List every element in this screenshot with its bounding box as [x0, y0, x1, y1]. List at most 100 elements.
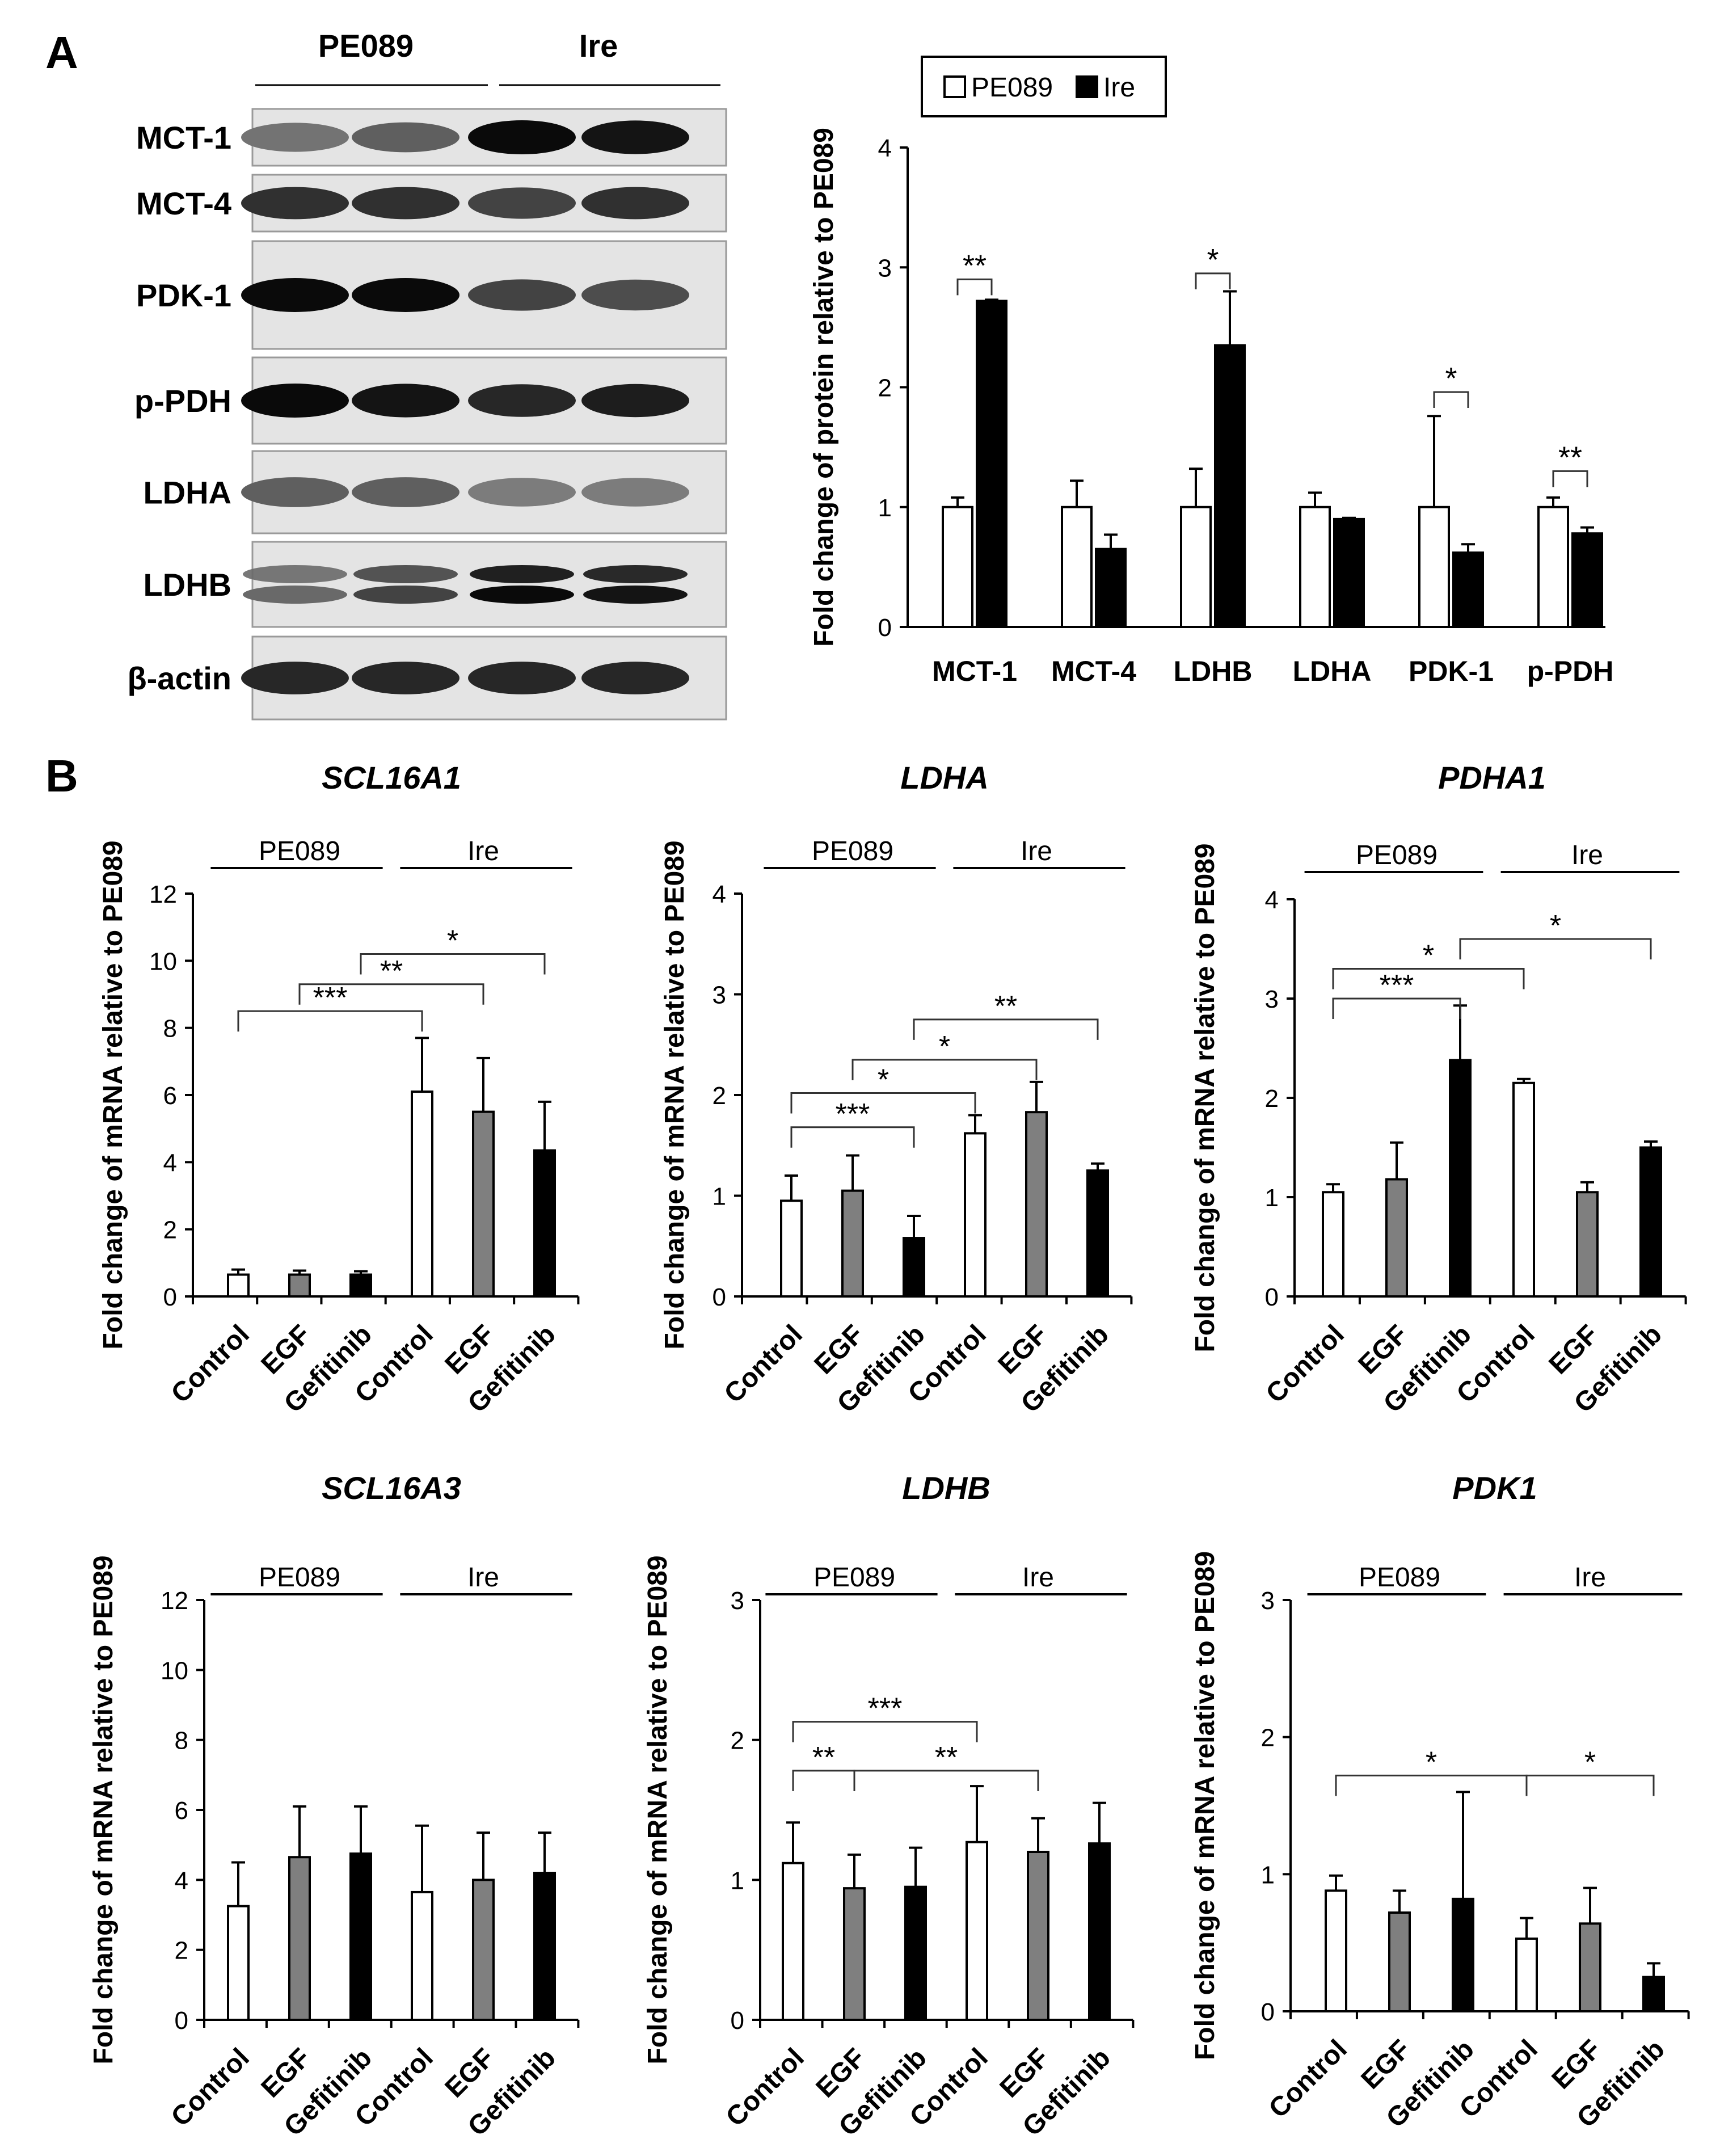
- bar: [1095, 548, 1127, 628]
- significance-label: *: [1550, 909, 1561, 942]
- significance-bracket: [851, 1059, 1038, 1080]
- blot-band: [243, 586, 347, 604]
- blot-band: [583, 586, 688, 604]
- x-tick-label: p-PDH: [1527, 655, 1614, 687]
- blot-band: [470, 565, 574, 583]
- blot-band: [353, 565, 458, 583]
- y-tick-label: 12: [161, 1587, 188, 1615]
- y-tick-label: 4: [713, 881, 726, 908]
- group-label-pe089: PE089: [259, 836, 340, 866]
- significance-label: *: [939, 1030, 950, 1063]
- significance-bracket: [792, 1721, 978, 1742]
- bar: [942, 506, 973, 628]
- bar: [288, 1273, 311, 1298]
- significance-label: ***: [868, 1692, 903, 1725]
- significance-label: *: [878, 1063, 889, 1096]
- group-label-ire: Ire: [1571, 840, 1603, 870]
- y-tick-label: 3: [878, 254, 892, 282]
- bar: [1388, 1911, 1411, 2012]
- chart-title: PDK1: [1452, 1470, 1537, 1506]
- bar: [411, 1890, 433, 2022]
- bar: [903, 1237, 925, 1298]
- x-tick-label: PDK-1: [1409, 655, 1494, 687]
- chart-title: SCL16A1: [322, 760, 461, 795]
- bar: [227, 1273, 250, 1298]
- y-tick-label: 1: [1265, 1184, 1279, 1212]
- bar: [1086, 1169, 1109, 1298]
- significance-label: **: [963, 249, 987, 283]
- x-tick-label: LDHB: [1174, 655, 1253, 687]
- blot-header: PE089 Ire: [255, 28, 720, 86]
- bar: [472, 1110, 495, 1298]
- y-tick-label: 3: [713, 982, 726, 1009]
- blot-band: [241, 662, 349, 694]
- y-tick-label: 0: [175, 2007, 188, 2035]
- bar: [1642, 1976, 1665, 2012]
- x-tick-label: Control: [166, 2043, 255, 2132]
- blot-row-label: p-PDH: [134, 383, 231, 419]
- bar: [964, 1132, 987, 1298]
- bar: [1088, 1842, 1111, 2021]
- bar: [782, 1862, 804, 2022]
- bar: [1025, 1111, 1048, 1298]
- bar: [1537, 506, 1569, 628]
- significance-bracket: [1195, 272, 1231, 289]
- bar: [904, 1885, 927, 2022]
- y-tick-label: 8: [163, 1015, 177, 1043]
- bar: [1452, 551, 1484, 629]
- bar: [843, 1887, 866, 2021]
- bar: [349, 1273, 372, 1298]
- chart-protein: 0 1 2 3 4 Fold change of protein relative to …: [809, 56, 1614, 687]
- y-tick-label: 4: [163, 1149, 177, 1177]
- blot-band: [241, 477, 349, 507]
- chart-title: LDHA: [900, 760, 989, 795]
- significance-bracket: [360, 953, 546, 975]
- bar: [1515, 1937, 1538, 2013]
- y-tick-label: 0: [163, 1283, 177, 1311]
- blot-band: [468, 187, 576, 219]
- blot-row-label: PDK-1: [136, 277, 231, 313]
- blot-strip: [251, 541, 727, 628]
- significance-bracket: [790, 1126, 915, 1148]
- blot-band: [468, 478, 576, 507]
- blot-band: [243, 565, 347, 583]
- bar: [1576, 1191, 1599, 1298]
- y-tick-label: 4: [1265, 886, 1279, 914]
- significance-bracket: [913, 1018, 1099, 1040]
- blot-band: [470, 586, 574, 604]
- significance-bracket: [1332, 968, 1525, 989]
- bar: [1333, 517, 1365, 628]
- y-tick-label: 1: [878, 494, 892, 522]
- significance-bracket: [1332, 997, 1461, 1019]
- blot-band: [581, 120, 689, 154]
- blot-band: [468, 279, 576, 311]
- bar: [533, 1149, 556, 1298]
- significance-bracket: [1552, 470, 1588, 487]
- group-label-pe089: PE089: [1356, 840, 1437, 870]
- y-tick-label: 0: [1265, 1283, 1279, 1311]
- bar: [780, 1199, 803, 1298]
- x-tick-label: Control: [1261, 1319, 1350, 1409]
- chart-scl16a1: 0 2 4 6 8 10 12 Fold change of mRNA relative to…: [98, 760, 580, 1418]
- group-label-ire: Ire: [467, 1563, 499, 1593]
- significance-bracket: [298, 983, 484, 1005]
- y-axis-label: Fold change of mRNA relative to PE089: [98, 840, 128, 1349]
- y-tick-label: 3: [1261, 1587, 1275, 1615]
- x-tick-label: Control: [719, 1319, 808, 1409]
- blot-row-label: MCT-1: [136, 120, 231, 155]
- blot-band: [352, 662, 459, 694]
- blot-band: [468, 384, 576, 417]
- blot-band: [241, 123, 349, 152]
- bar: [1061, 506, 1093, 628]
- bar: [966, 1841, 988, 2022]
- x-tick-label: MCT-4: [1051, 655, 1136, 687]
- chart-scl16a3: 0 2 4 6 8 10 12 Fold change of mRNA relative to…: [88, 1470, 580, 2142]
- y-tick-label: 1: [1261, 1861, 1275, 1889]
- x-tick-label: MCT-1: [932, 655, 1017, 687]
- bar: [349, 1852, 372, 2021]
- significance-label: *: [1426, 1746, 1437, 1779]
- y-tick-label: 0: [1261, 1998, 1275, 2026]
- bar: [1452, 1897, 1474, 2012]
- significance-label: **: [994, 990, 1017, 1023]
